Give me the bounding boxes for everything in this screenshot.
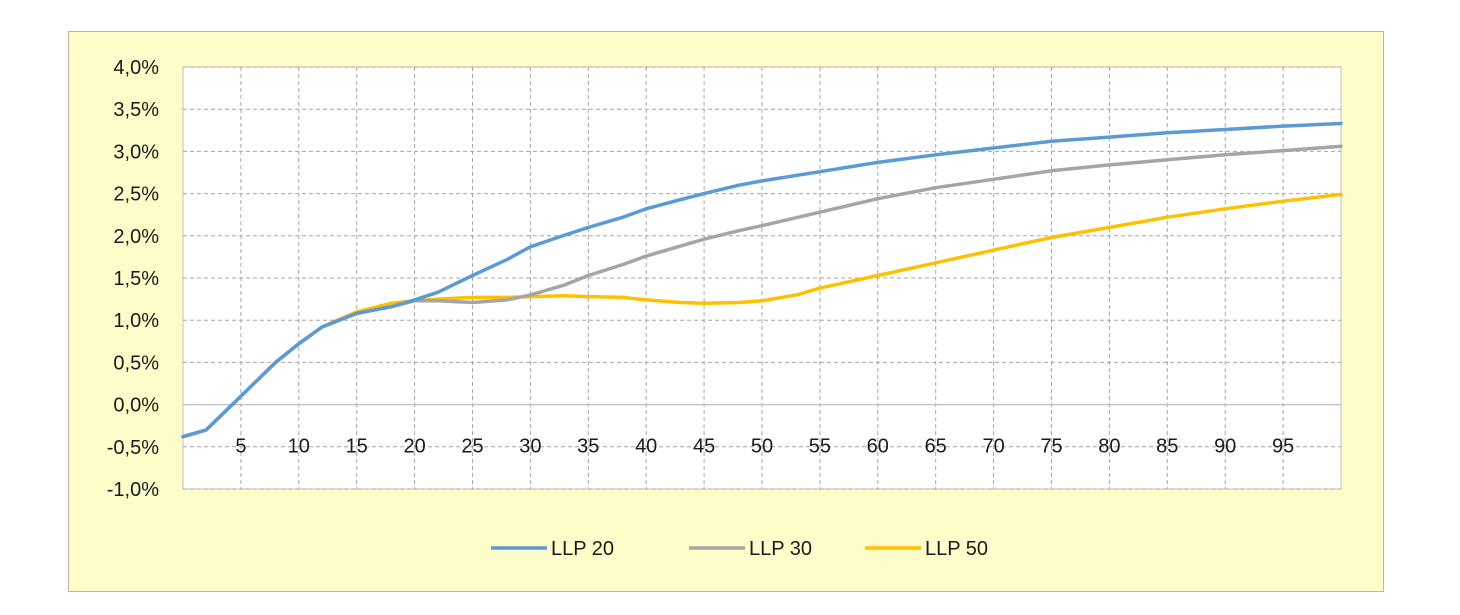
y-tick-label: 2,0%	[113, 226, 159, 248]
y-tick-label: 0,0%	[113, 395, 159, 417]
x-tick-label: 25	[461, 436, 483, 458]
grid	[183, 66, 1341, 490]
chart-area: -1,0% -0,5% 0,0% 0,5% 1,0% 1,5% 2,0% 2,5% 3,0% 3,…	[68, 31, 1384, 592]
line-chart: -1,0% -0,5% 0,0% 0,5% 1,0% 1,5% 2,0% 2,5% 3,0% 3,…	[107, 57, 1343, 560]
x-tick-label: 75	[1040, 436, 1062, 458]
x-tick-label: 10	[288, 436, 310, 458]
y-tick-label: 1,0%	[113, 310, 159, 332]
legend-label-llp-20: LLP 20	[551, 538, 614, 560]
x-tick-label: 30	[519, 436, 541, 458]
y-tick-label: 2,5%	[113, 184, 159, 206]
x-tick-label: 15	[346, 436, 368, 458]
x-tick-label: 95	[1272, 436, 1294, 458]
y-tick-label: 4,0%	[113, 57, 159, 79]
x-tick-label: 55	[809, 436, 831, 458]
x-tick-label: 80	[1098, 436, 1120, 458]
x-tick-label: 85	[1156, 436, 1178, 458]
x-tick-label: 60	[867, 436, 889, 458]
x-tick-label: 50	[751, 436, 773, 458]
x-tick-label: 70	[982, 436, 1004, 458]
x-tick-label: 20	[403, 436, 425, 458]
series-line-llp-20	[181, 121, 1343, 439]
y-tick-label: 3,5%	[113, 99, 159, 121]
x-axis: 5 10 15 20 25 30 35 40 45 50 55 60 65 70 75 80 85 90 95	[235, 436, 1294, 458]
x-tick-label: 5	[235, 436, 246, 458]
y-tick-label: 0,5%	[113, 352, 159, 374]
series-lines	[181, 121, 1343, 439]
legend-label-llp-30: LLP 30	[749, 538, 812, 560]
x-tick-label: 45	[693, 436, 715, 458]
x-tick-label: 65	[925, 436, 947, 458]
y-tick-label: -1,0%	[107, 479, 159, 501]
y-tick-label: 3,0%	[113, 141, 159, 163]
legend: LLP 20 LLP 30 LLP 50	[491, 538, 988, 560]
x-tick-label: 35	[577, 436, 599, 458]
legend-label-llp-50: LLP 50	[925, 538, 988, 560]
y-tick-label: -0,5%	[107, 437, 159, 459]
x-tick-label: 90	[1214, 436, 1236, 458]
x-tick-label: 40	[635, 436, 657, 458]
y-axis: -1,0% -0,5% 0,0% 0,5% 1,0% 1,5% 2,0% 2,5% 3,0% 3,…	[107, 57, 159, 501]
y-tick-label: 1,5%	[113, 268, 159, 290]
